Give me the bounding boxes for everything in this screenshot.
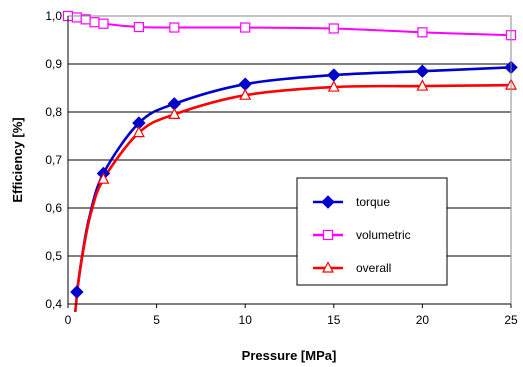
point-volumetric [98, 18, 109, 29]
y-axis-title: Efficiency [%] [10, 117, 25, 202]
x-tick-label: 15 [327, 313, 341, 327]
legend-marker-overall [322, 261, 334, 273]
point-overall [132, 125, 145, 138]
axes [67, 15, 512, 308]
point-volumetric [71, 12, 82, 23]
point-volumetric [417, 27, 428, 38]
point-volumetric [240, 22, 251, 33]
legend-marker-torque [321, 195, 335, 209]
x-tick-label: 0 [65, 313, 72, 327]
point-volumetric [133, 21, 144, 33]
legend-label-volumetric: volumetric [356, 228, 411, 242]
y-tick-label: 0,8 [45, 105, 62, 119]
y-tick-label: 0,4 [45, 297, 62, 311]
x-tick-label: 25 [504, 313, 518, 327]
point-volumetric [328, 23, 339, 34]
point-overall [327, 80, 340, 92]
legend: torque volumetric overall [296, 177, 448, 286]
point-torque [415, 64, 430, 78]
x-tick-label: 20 [416, 313, 430, 327]
y-tick-label: 0,7 [45, 153, 62, 167]
point-torque [238, 77, 252, 91]
y-tick-label: 1,0 [45, 9, 62, 23]
legend-marker-volumetric [322, 229, 334, 241]
y-tick-label: 0,6 [45, 201, 62, 215]
tick-labels: 0,4 0,5 0,6 0,7 0,8 0,9 1,0 0 5 10 15 20 25 [45, 9, 518, 327]
point-volumetric [89, 17, 100, 28]
point-overall [239, 88, 252, 100]
point-torque [327, 68, 341, 82]
point-overall [168, 107, 181, 119]
x-tick-label: 5 [153, 313, 160, 327]
series-line-overall [73, 83, 512, 312]
x-axis-title: Pressure [MPa] [242, 348, 337, 363]
legend-label-torque: torque [356, 195, 390, 209]
series-markers [62, 10, 518, 299]
y-tick-label: 0,9 [45, 57, 62, 71]
legend-label-overall: overall [356, 261, 391, 275]
point-overall [97, 172, 110, 184]
point-volumetric [169, 22, 180, 33]
point-torque [70, 285, 84, 299]
point-overall [416, 79, 429, 91]
y-tick-label: 0,5 [45, 249, 62, 263]
x-tick-label: 10 [239, 313, 253, 327]
